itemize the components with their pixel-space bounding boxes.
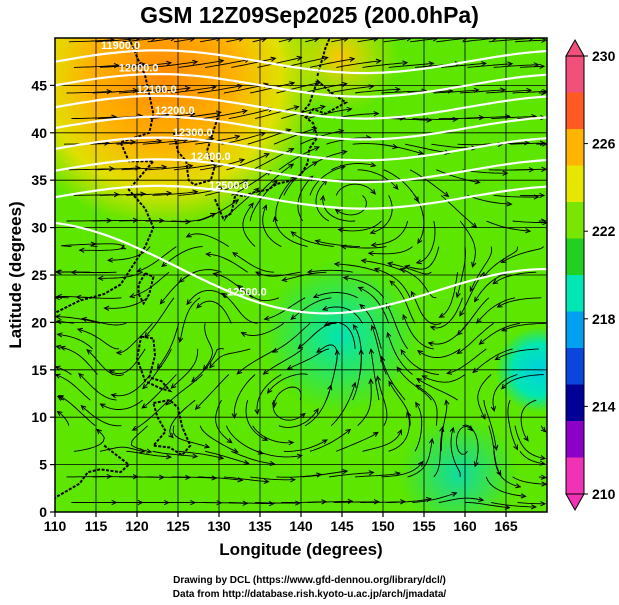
contour-label: 12500.0 — [227, 286, 267, 298]
contour-line — [55, 136, 547, 162]
coastline — [137, 272, 155, 306]
contour-line — [55, 94, 547, 120]
y-tick-label: 45 — [31, 77, 47, 93]
credit-dcl: Drawing by DCL (https://www.gfd-dennou.o… — [173, 575, 446, 586]
colorbar: 230 226 222 218 214 210 — [565, 38, 616, 512]
coastline — [55, 444, 131, 499]
contour-label: 12300.0 — [173, 127, 213, 139]
streamline-paths — [55, 38, 547, 509]
colorbar-tick-label: 230 — [592, 48, 616, 64]
colorbar-segment — [566, 92, 584, 130]
colorbar-segment — [566, 457, 584, 495]
coastline — [135, 335, 173, 393]
field-shading: 11900.0 12000.0 12100.0 12200.0 12300.0 12400… — [55, 38, 547, 512]
contour-label: 12200.0 — [155, 105, 195, 117]
longitude-axis: 110 115 120 125 130 135 140 145 150 155 160 165 — [44, 512, 518, 534]
x-tick-label: 130 — [207, 518, 231, 534]
colorbar-segment — [566, 238, 584, 276]
contour-line — [55, 184, 547, 210]
colorbar-tick-label: 214 — [592, 398, 616, 414]
height-contours: 11900.0 12000.0 12100.0 12200.0 12300.0 12400… — [55, 40, 547, 315]
contour-label: 12500.0 — [209, 180, 249, 192]
colorbar-segment — [566, 311, 584, 349]
y-tick-label: 40 — [31, 125, 47, 141]
y-tick-label: 30 — [31, 220, 47, 236]
streamlines — [55, 38, 547, 510]
colorbar-segment — [566, 202, 584, 239]
x-tick-label: 155 — [412, 518, 436, 534]
contour-label: 12000.0 — [119, 63, 159, 75]
x-axis-title: Longitude (degrees) — [219, 540, 382, 559]
contour-line — [55, 115, 547, 141]
coastlines — [55, 38, 349, 499]
x-tick-label: 140 — [289, 518, 313, 534]
colorbar-frame — [565, 55, 585, 495]
colorbar-segment — [566, 129, 584, 166]
contour-line — [55, 49, 547, 75]
contour-line — [55, 72, 547, 98]
contour-label: 12100.0 — [137, 84, 177, 96]
contour-label: 11900.0 — [101, 40, 140, 52]
map-title: GSM 12Z09Sep2025 (200.0hPa) — [140, 2, 479, 28]
y-tick-label: 35 — [31, 172, 47, 188]
x-tick-label: 150 — [371, 518, 395, 534]
contour-label: 12400.0 — [191, 151, 231, 163]
colorbar-segment — [566, 56, 584, 93]
x-tick-label: 110 — [44, 518, 67, 534]
contour-line — [55, 158, 547, 184]
colorbar-segment — [566, 348, 584, 385]
colorbar-tick-label: 226 — [592, 136, 616, 152]
colorbar-tick-label: 210 — [592, 486, 616, 502]
credit-data-source: Data from http://database.rish.kyoto-u.a… — [172, 589, 447, 600]
x-tick-label: 120 — [125, 518, 149, 534]
contour-line — [55, 221, 547, 315]
coastline — [151, 399, 192, 457]
latitude-axis: 0 5 10 15 20 25 30 35 40 45 — [31, 77, 55, 520]
x-tick-label: 135 — [248, 518, 272, 534]
colorbar-bottom-arrow — [565, 493, 585, 512]
coastline — [316, 38, 331, 77]
colorbar-segment — [566, 421, 584, 458]
y-tick-label: 5 — [39, 457, 47, 473]
colorbar-segment — [566, 275, 584, 312]
x-tick-label: 115 — [85, 518, 108, 534]
y-axis-title: Latitude (degrees) — [6, 201, 25, 348]
coastline — [172, 113, 220, 187]
y-tick-label: 25 — [31, 267, 47, 283]
y-tick-label: 0 — [39, 504, 47, 520]
y-tick-label: 20 — [31, 314, 47, 330]
x-tick-label: 125 — [166, 518, 190, 534]
streamline-arrows — [55, 38, 547, 510]
x-tick-label: 165 — [494, 518, 518, 534]
x-tick-label: 145 — [330, 518, 354, 534]
colorbar-tick-label: 222 — [592, 223, 616, 239]
colorbar-segment — [566, 384, 584, 422]
colorbar-top-arrow — [565, 38, 585, 57]
colorbar-tick-label: 218 — [592, 311, 616, 327]
y-tick-label: 15 — [31, 362, 47, 378]
colorbar-segment — [566, 165, 584, 203]
y-tick-label: 10 — [31, 409, 47, 425]
coastline — [55, 38, 156, 314]
coastline — [213, 78, 349, 220]
x-tick-label: 160 — [453, 518, 477, 534]
